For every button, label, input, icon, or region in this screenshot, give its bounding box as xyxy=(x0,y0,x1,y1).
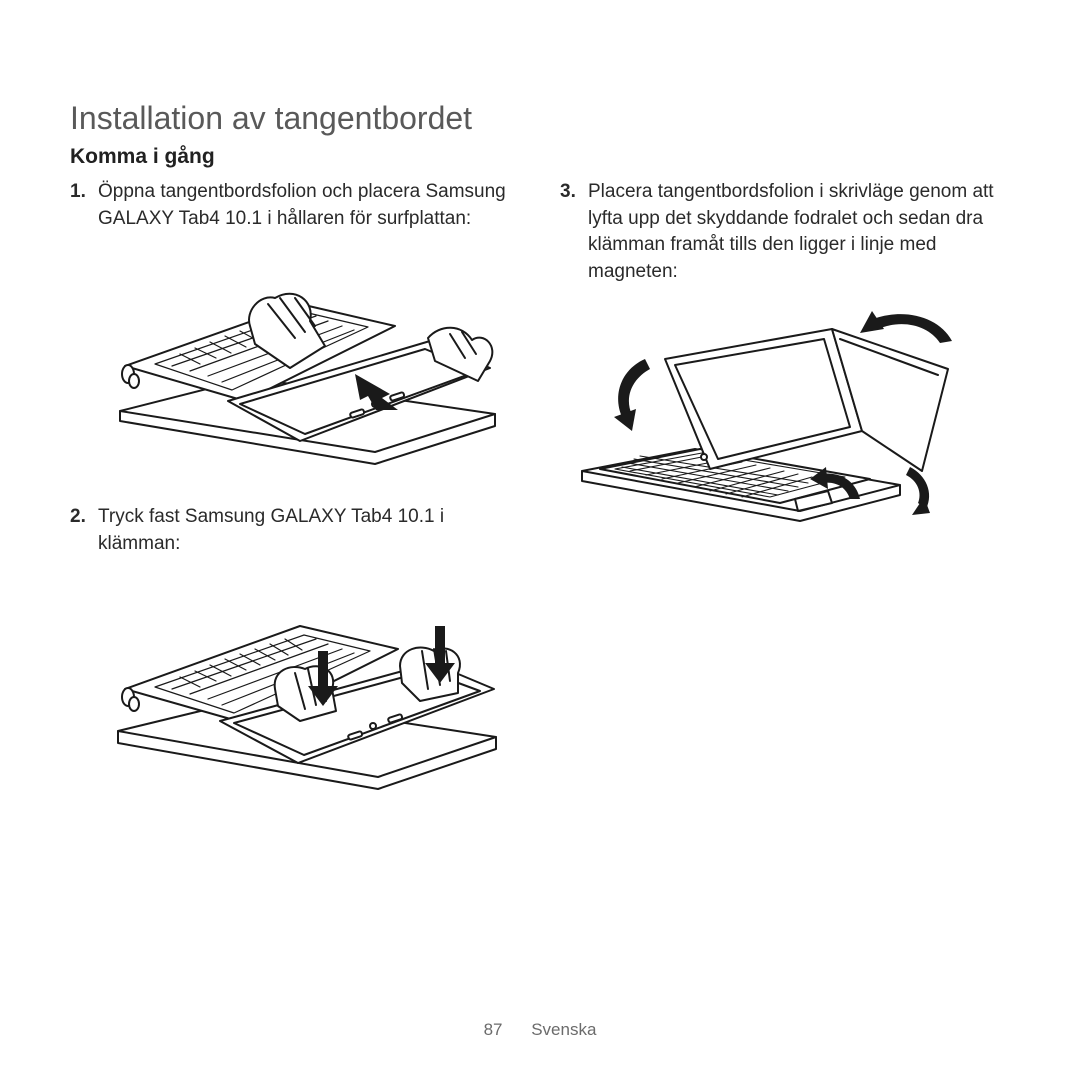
illustration-step-3 xyxy=(570,299,970,529)
illustration-step-2 xyxy=(100,571,500,801)
step-1: 1. Öppna tangentbordsfolion och placera … xyxy=(70,179,520,232)
left-column: 1. Öppna tangentbordsfolion och placera … xyxy=(70,179,520,829)
illustration-step-1 xyxy=(100,246,500,476)
content-columns: 1. Öppna tangentbordsfolion och placera … xyxy=(70,179,1010,829)
step-number: 1. xyxy=(70,179,88,232)
step-number: 3. xyxy=(560,179,578,285)
step-number: 2. xyxy=(70,504,88,557)
right-column: 3. Placera tangentbordsfolion i skrivläg… xyxy=(560,179,1010,829)
step-3: 3. Placera tangentbordsfolion i skrivläg… xyxy=(560,179,1010,285)
page-title: Installation av tangentbordet xyxy=(70,100,1010,137)
page-footer: 87 Svenska xyxy=(0,1020,1080,1040)
step-text: Öppna tangentbordsfolion och placera Sam… xyxy=(98,179,520,232)
footer-language: Svenska xyxy=(531,1020,596,1039)
page-number: 87 xyxy=(484,1020,503,1039)
step-2: 2. Tryck fast Samsung GALAXY Tab4 10.1 i… xyxy=(70,504,520,557)
step-text: Placera tangentbordsfolion i skrivläge g… xyxy=(588,179,1010,285)
step-text: Tryck fast Samsung GALAXY Tab4 10.1 i kl… xyxy=(98,504,520,557)
section-subtitle: Komma i gång xyxy=(70,145,1010,169)
